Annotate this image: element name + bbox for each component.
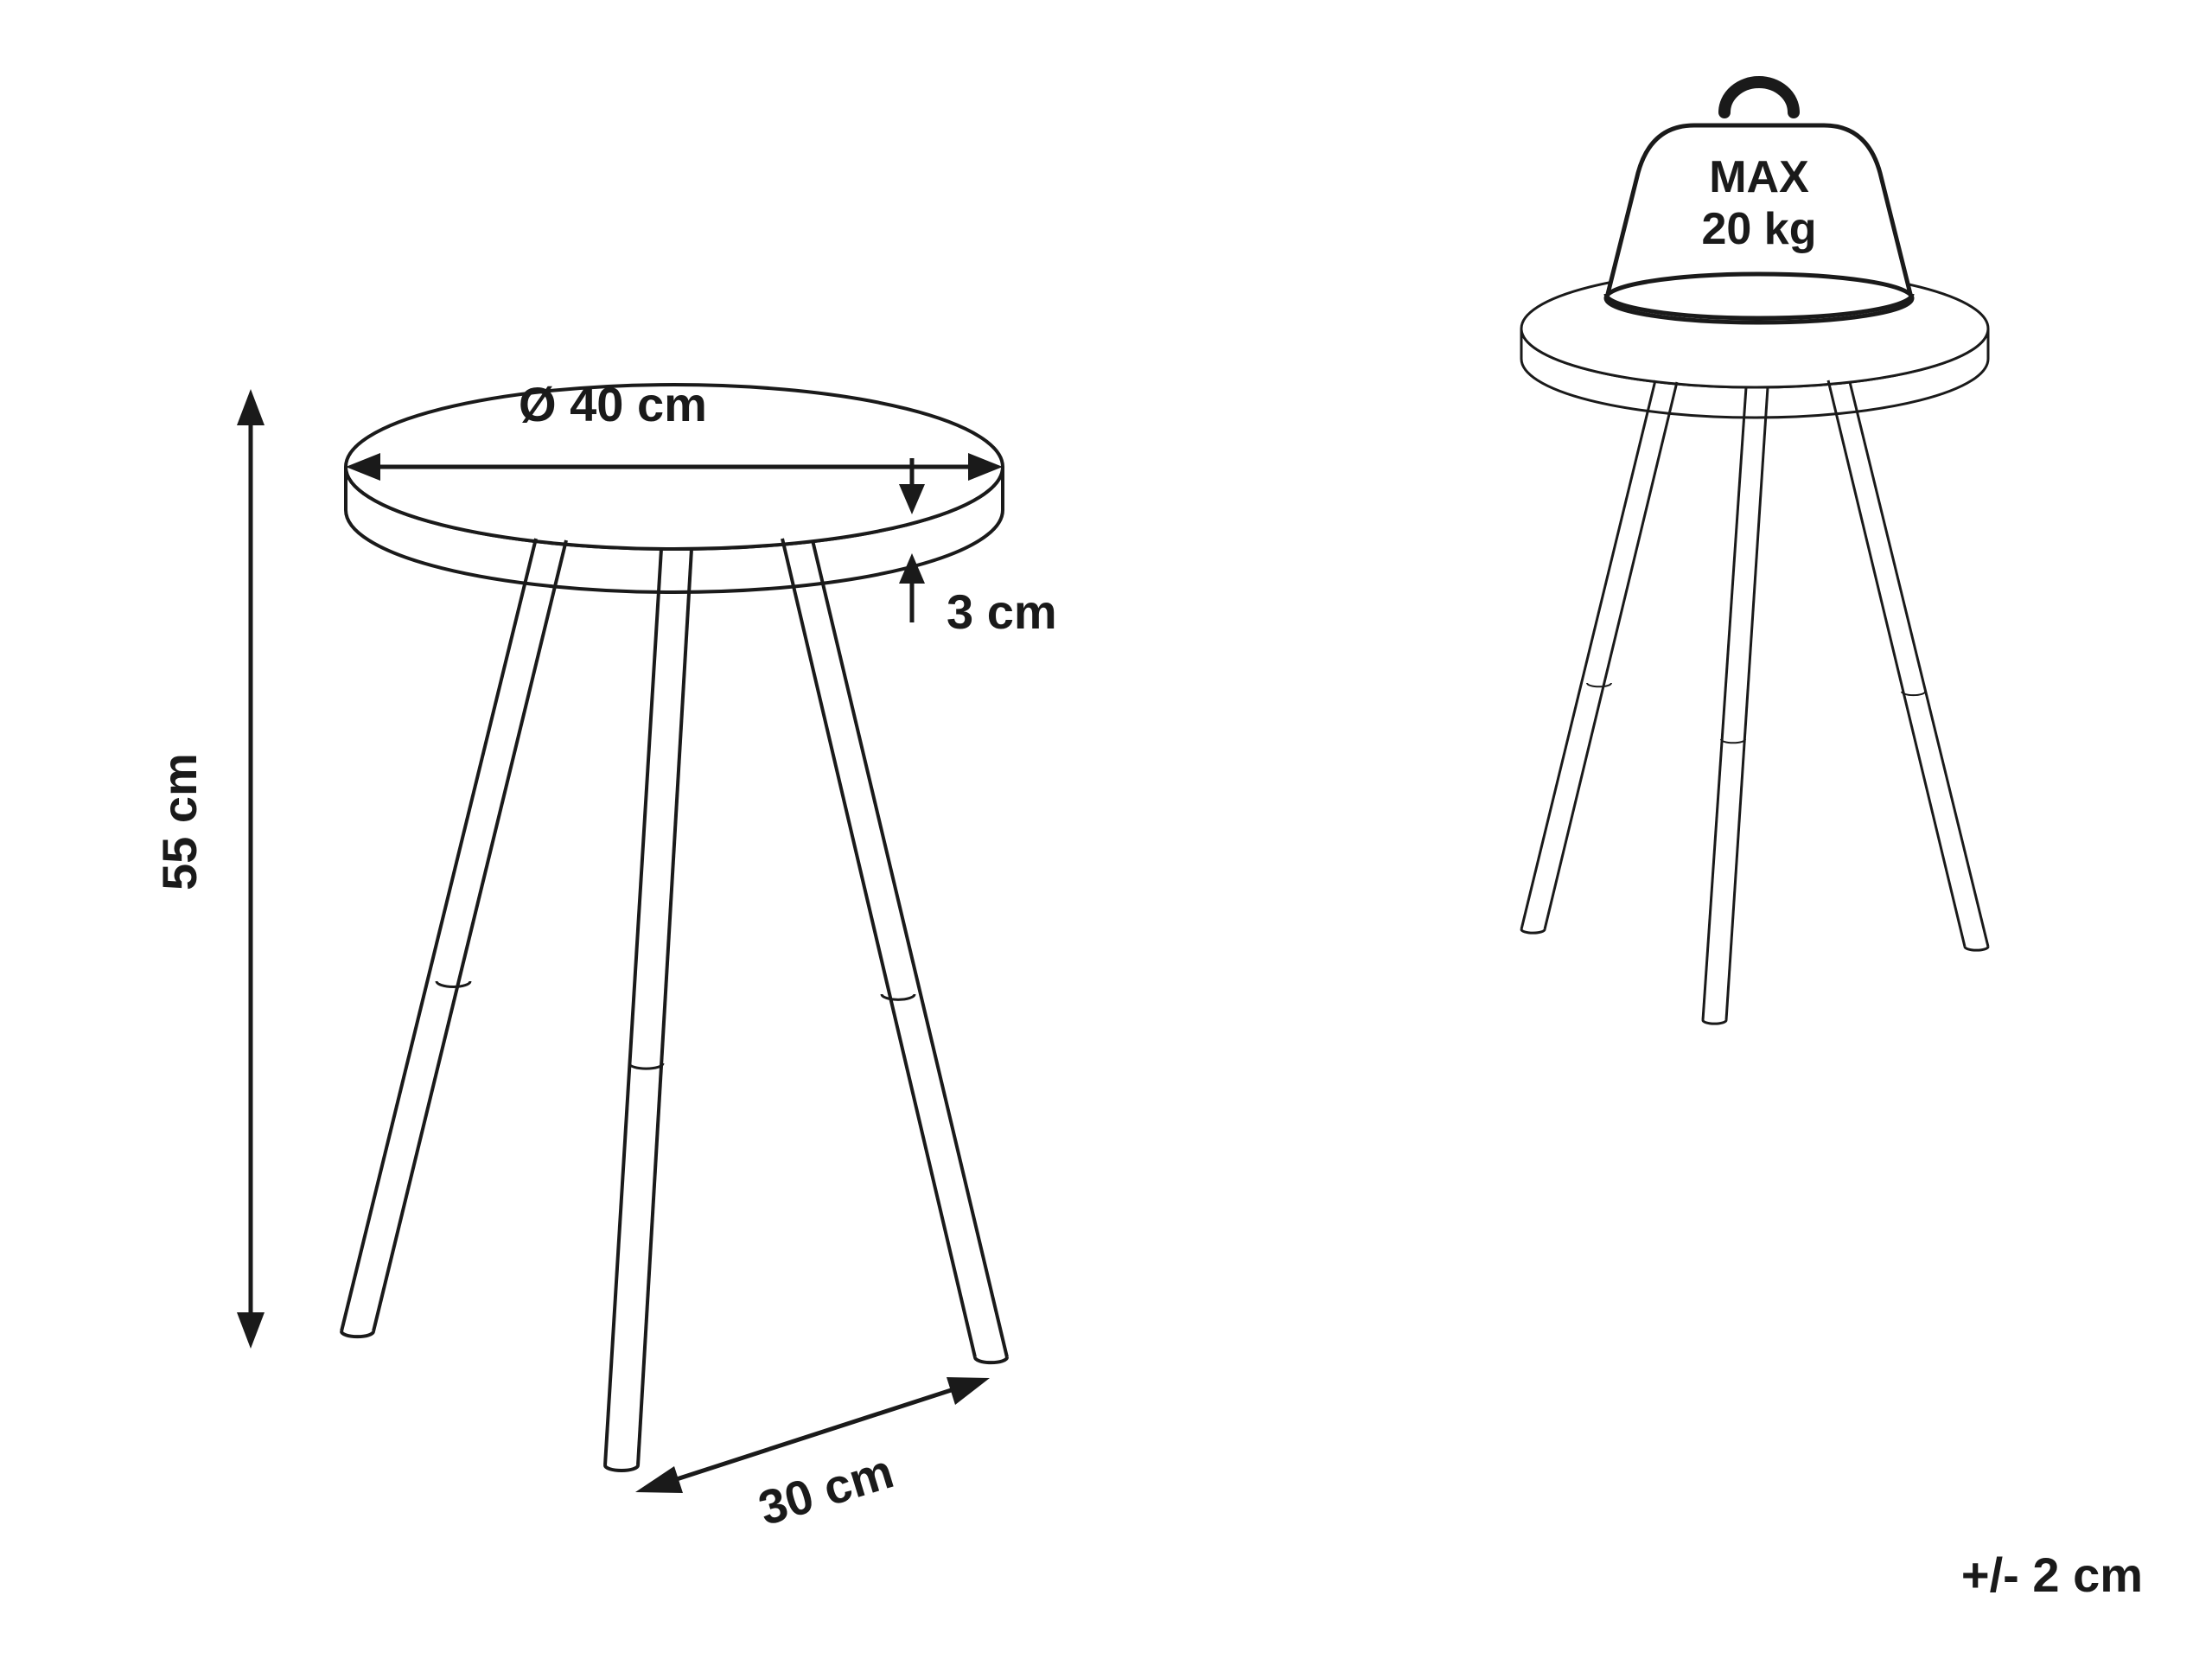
label-max-weight-line2: 20 kg [1694,203,1824,255]
label-height: 55 cm [151,753,207,890]
right-table [1521,270,1988,1024]
dim-height [237,389,265,1349]
label-max-weight-line1: MAX [1707,151,1811,203]
main-table-diagram [0,0,2212,1659]
label-tolerance: +/- 2 cm [1961,1547,2143,1603]
left-table [341,385,1007,1471]
label-thickness: 3 cm [947,584,1057,640]
label-diameter: Ø 40 cm [519,376,707,432]
